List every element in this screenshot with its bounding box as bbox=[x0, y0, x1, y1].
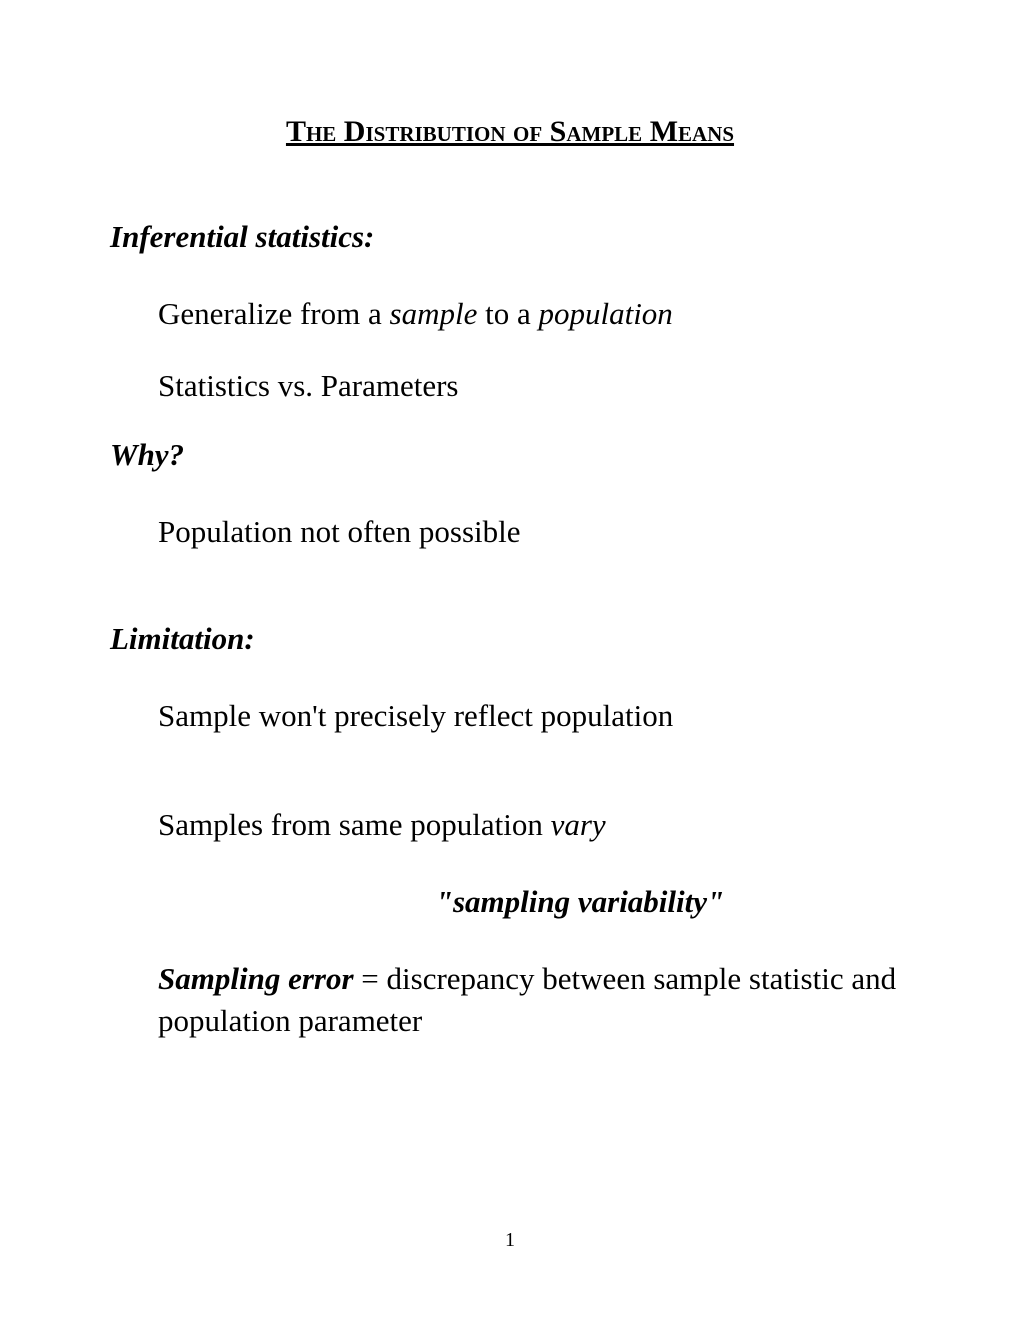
section-why-header: Why? bbox=[110, 437, 910, 473]
why-line-1: Population not often possible bbox=[158, 511, 910, 553]
text-italic-vary: vary bbox=[551, 807, 606, 842]
inferential-line-1: Generalize from a sample to a population bbox=[158, 293, 910, 335]
text-italic-population: population bbox=[538, 296, 672, 331]
section-limitation-header: Limitation: bbox=[110, 621, 910, 657]
limitation-line-3: Sampling error = discrepancy between sam… bbox=[158, 958, 910, 1042]
text-bold-sampling-error: Sampling error bbox=[158, 961, 354, 996]
text-italic-sample: sample bbox=[390, 296, 478, 331]
inferential-line-2: Statistics vs. Parameters bbox=[158, 365, 910, 407]
limitation-line-2: Samples from same population vary bbox=[158, 804, 910, 846]
document-title: The Distribution of Sample Means bbox=[110, 115, 910, 149]
text-fragment: to a bbox=[477, 296, 538, 331]
page-number: 1 bbox=[0, 1229, 1020, 1252]
sampling-variability-quote: "sampling variability" bbox=[250, 884, 910, 920]
limitation-line-1: Sample won't precisely reflect populatio… bbox=[158, 695, 910, 737]
text-fragment: Generalize from a bbox=[158, 296, 390, 331]
text-fragment: Samples from same population bbox=[158, 807, 551, 842]
section-inferential-header: Inferential statistics: bbox=[110, 219, 910, 255]
